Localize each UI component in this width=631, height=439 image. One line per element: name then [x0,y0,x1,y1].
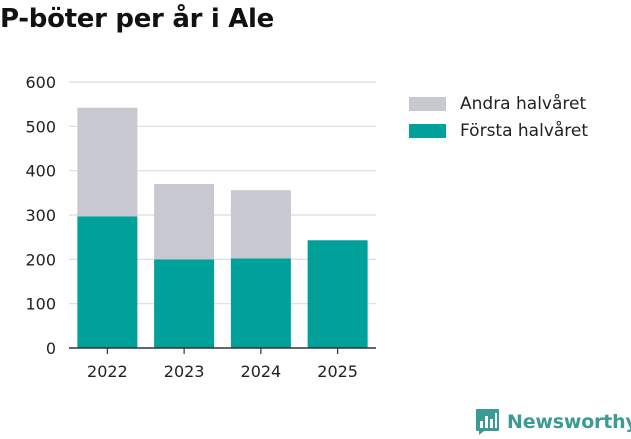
bar-2023-forsta [154,259,215,348]
y-tick-label: 100 [25,295,56,314]
y-tick-label: 500 [25,117,56,136]
axes: 0 100 200 300 400 500 600 2022 2023 2024 2025 [25,73,376,381]
legend-swatch [409,123,446,138]
y-tick-label: 200 [25,250,56,269]
legend-item-forsta-halvaret: Första halvåret [409,117,588,144]
y-tick-label: 600 [25,73,56,92]
x-tick-label: 2025 [317,362,358,381]
bar-2022-forsta [77,216,138,348]
bar-2024-andra [230,190,291,259]
x-tick-label: 2022 [87,362,128,381]
legend: Andra halvåret Första halvåret [409,90,588,144]
legend-item-andra-halvaret: Andra halvåret [409,90,588,117]
bar-2023-andra [154,183,215,260]
bar-2022-andra [77,107,138,217]
chart-title: P-böter per år i Ale [0,4,274,34]
newsworthy-logo[interactable]: Newsworthy [475,408,631,436]
bar-2025-forsta [307,240,368,348]
bar-2024-forsta [230,258,291,348]
legend-swatch [409,96,446,111]
x-tick-label: 2023 [164,362,205,381]
bars [77,107,368,348]
y-tick-label: 400 [25,162,56,181]
newsworthy-bar-chart-icon [476,409,499,435]
y-tick-label: 300 [25,206,56,225]
brand-name: Newsworthy [507,411,631,433]
x-tick-label: 2024 [241,362,282,381]
legend-label: Andra halvåret [460,93,587,114]
y-tick-label: 0 [46,339,56,358]
legend-label: Första halvåret [460,120,589,141]
